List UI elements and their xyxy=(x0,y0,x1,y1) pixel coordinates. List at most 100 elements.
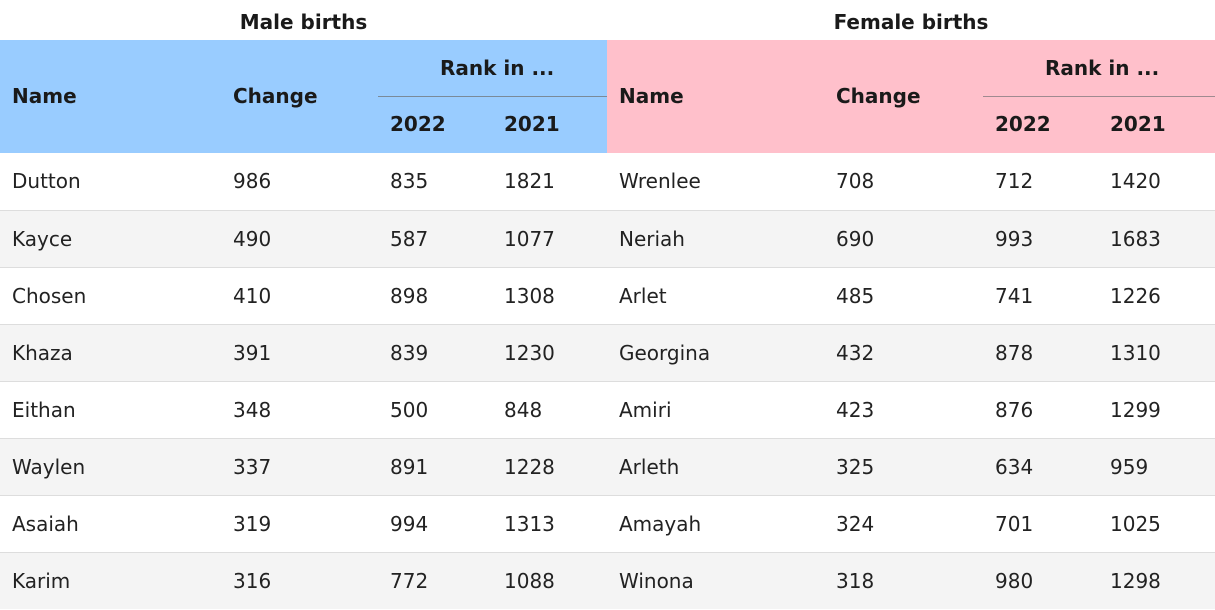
female-name-cell: Wrenlee xyxy=(619,169,701,193)
female-name-cell: Neriah xyxy=(619,227,685,251)
female-change-cell: 708 xyxy=(836,169,875,193)
male-change-cell: 490 xyxy=(233,227,272,251)
male-births-table: Male births Name Change Rank in ... 2022… xyxy=(0,0,607,609)
male-name-cell: Eithan xyxy=(12,398,76,422)
table-row: Amayah 324 701 1025 xyxy=(607,495,1215,552)
male-rank-2021-cell: 1821 xyxy=(504,169,555,193)
female-table-header: Name Change Rank in ... 2022 2021 xyxy=(607,40,1215,153)
male-header-year-2022: 2022 xyxy=(390,112,446,136)
male-change-cell: 348 xyxy=(233,398,272,422)
female-change-cell: 432 xyxy=(836,341,875,365)
male-name-cell: Waylen xyxy=(12,455,86,479)
male-table-caption: Male births xyxy=(239,10,368,34)
male-name-cell: Khaza xyxy=(12,341,73,365)
male-change-cell: 986 xyxy=(233,169,272,193)
female-header-change: Change xyxy=(836,84,921,108)
table-row: Arleth 325 634 959 xyxy=(607,438,1215,495)
female-name-cell: Amiri xyxy=(619,398,672,422)
female-change-cell: 325 xyxy=(836,455,875,479)
male-name-cell: Dutton xyxy=(12,169,81,193)
table-row: Karim 316 772 1088 xyxy=(0,552,607,609)
table-row: Kayce 490 587 1077 xyxy=(0,210,607,267)
male-change-cell: 410 xyxy=(233,284,272,308)
male-rank-2022-cell: 891 xyxy=(390,455,429,479)
table-row: Winona 318 980 1298 xyxy=(607,552,1215,609)
female-change-cell: 423 xyxy=(836,398,875,422)
female-rank-2021-cell: 1226 xyxy=(1110,284,1161,308)
male-name-cell: Karim xyxy=(12,569,71,593)
female-change-cell: 324 xyxy=(836,512,875,536)
male-rank-2022-cell: 898 xyxy=(390,284,429,308)
female-births-table: Female births Name Change Rank in ... 20… xyxy=(607,0,1215,609)
male-header-year-2021: 2021 xyxy=(504,112,560,136)
female-name-cell: Arleth xyxy=(619,455,680,479)
female-header-rank-in: Rank in ... xyxy=(1045,56,1160,80)
table-row: Chosen 410 898 1308 xyxy=(0,267,607,324)
male-header-rank-in: Rank in ... xyxy=(440,56,555,80)
male-name-cell: Chosen xyxy=(12,284,87,308)
table-row: Waylen 337 891 1228 xyxy=(0,438,607,495)
female-table-caption: Female births xyxy=(833,10,989,34)
female-rank-2021-cell: 1683 xyxy=(1110,227,1161,251)
female-header-name: Name xyxy=(619,84,684,108)
female-header-rank-divider xyxy=(983,96,1215,97)
female-rank-2022-cell: 876 xyxy=(995,398,1034,422)
male-rank-2022-cell: 994 xyxy=(390,512,429,536)
female-rank-2022-cell: 741 xyxy=(995,284,1034,308)
male-rank-2022-cell: 772 xyxy=(390,569,429,593)
female-rank-2022-cell: 712 xyxy=(995,169,1034,193)
male-name-cell: Asaiah xyxy=(12,512,79,536)
female-rank-2022-cell: 993 xyxy=(995,227,1034,251)
male-change-cell: 337 xyxy=(233,455,272,479)
female-rank-2022-cell: 701 xyxy=(995,512,1034,536)
female-rank-2022-cell: 634 xyxy=(995,455,1034,479)
table-row: Khaza 391 839 1230 xyxy=(0,324,607,381)
female-name-cell: Georgina xyxy=(619,341,711,365)
male-rank-2021-cell: 1313 xyxy=(504,512,555,536)
table-row: Asaiah 319 994 1313 xyxy=(0,495,607,552)
male-rank-2022-cell: 839 xyxy=(390,341,429,365)
table-row: Georgina 432 878 1310 xyxy=(607,324,1215,381)
female-table-body: Wrenlee 708 712 1420 Neriah 690 993 1683… xyxy=(607,153,1215,609)
male-rank-2022-cell: 587 xyxy=(390,227,429,251)
female-rank-2021-cell: 1025 xyxy=(1110,512,1161,536)
table-row: Neriah 690 993 1683 xyxy=(607,210,1215,267)
female-rank-2021-cell: 1299 xyxy=(1110,398,1161,422)
female-rank-2022-cell: 878 xyxy=(995,341,1034,365)
female-change-cell: 485 xyxy=(836,284,875,308)
male-rank-2021-cell: 1230 xyxy=(504,341,555,365)
male-name-cell: Kayce xyxy=(12,227,73,251)
female-header-year-2022: 2022 xyxy=(995,112,1051,136)
female-change-cell: 318 xyxy=(836,569,875,593)
female-name-cell: Arlet xyxy=(619,284,667,308)
male-rank-2021-cell: 848 xyxy=(504,398,543,422)
male-change-cell: 319 xyxy=(233,512,272,536)
male-change-cell: 316 xyxy=(233,569,272,593)
male-header-change: Change xyxy=(233,84,318,108)
female-rank-2021-cell: 1298 xyxy=(1110,569,1161,593)
female-rank-2021-cell: 959 xyxy=(1110,455,1149,479)
female-name-cell: Winona xyxy=(619,569,694,593)
female-change-cell: 690 xyxy=(836,227,875,251)
table-row: Dutton 986 835 1821 xyxy=(0,153,607,210)
female-name-cell: Amayah xyxy=(619,512,702,536)
female-rank-2022-cell: 980 xyxy=(995,569,1034,593)
female-header-year-2021: 2021 xyxy=(1110,112,1166,136)
table-row: Eithan 348 500 848 xyxy=(0,381,607,438)
male-rank-2021-cell: 1088 xyxy=(504,569,555,593)
table-row: Amiri 423 876 1299 xyxy=(607,381,1215,438)
male-rank-2021-cell: 1077 xyxy=(504,227,555,251)
table-row: Wrenlee 708 712 1420 xyxy=(607,153,1215,210)
male-rank-2021-cell: 1308 xyxy=(504,284,555,308)
male-rank-2021-cell: 1228 xyxy=(504,455,555,479)
male-table-header: Name Change Rank in ... 2022 2021 xyxy=(0,40,607,153)
male-rank-2022-cell: 500 xyxy=(390,398,429,422)
male-header-name: Name xyxy=(12,84,77,108)
male-header-rank-divider xyxy=(378,96,607,97)
table-row: Arlet 485 741 1226 xyxy=(607,267,1215,324)
female-rank-2021-cell: 1310 xyxy=(1110,341,1161,365)
male-change-cell: 391 xyxy=(233,341,272,365)
female-rank-2021-cell: 1420 xyxy=(1110,169,1161,193)
male-rank-2022-cell: 835 xyxy=(390,169,429,193)
